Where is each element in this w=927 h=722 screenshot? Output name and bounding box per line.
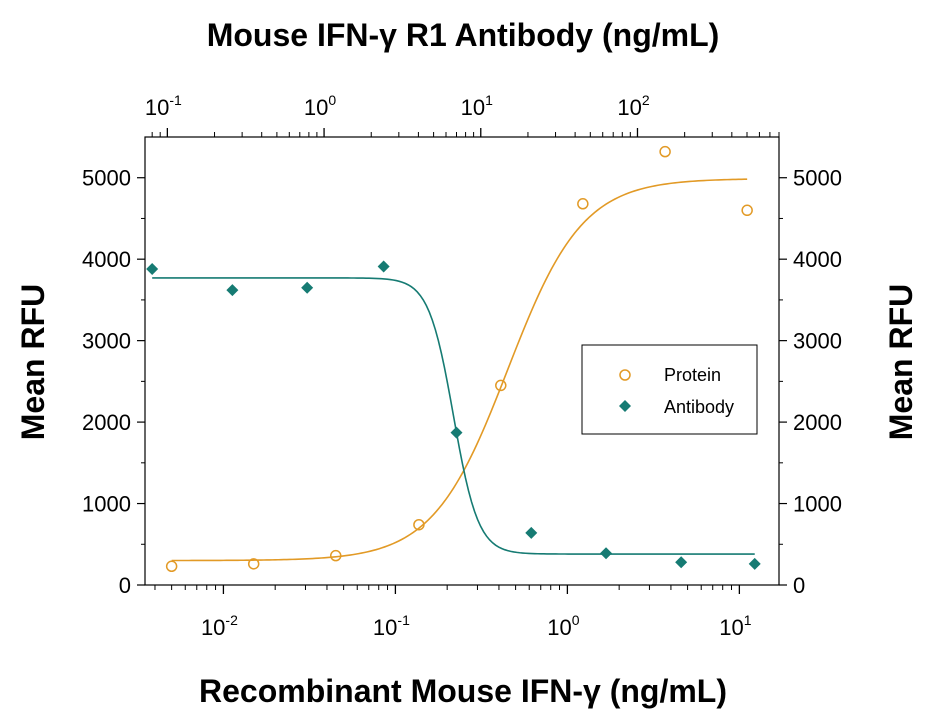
legend-protein-marker xyxy=(619,369,631,381)
plot-frame xyxy=(144,136,780,586)
bottom-x-tick-base: 10 xyxy=(373,615,397,640)
right-y-axis-title: Mean RFU xyxy=(883,284,919,440)
top-x-tick-exponent: 1 xyxy=(485,92,493,108)
bottom-x-tick-exponent: -1 xyxy=(397,612,410,628)
right-y-tick-label: 1000 xyxy=(793,492,842,517)
bottom-x-tick-label: 10-2 xyxy=(201,612,238,640)
bottom-x-tick-base: 10 xyxy=(201,615,225,640)
protein-data-point xyxy=(659,145,671,158)
top-x-tick-base: 10 xyxy=(304,95,328,120)
left-y-tick-label: 0 xyxy=(119,573,131,598)
fit-curve-protein xyxy=(171,178,748,562)
legend-antibody-label: Antibody xyxy=(664,397,734,417)
top-x-tick-exponent: 0 xyxy=(328,92,336,108)
protein-data-point xyxy=(741,204,753,217)
fit-curve-antibody xyxy=(152,277,755,555)
bottom-x-tick-base: 10 xyxy=(719,615,743,640)
top-x-tick-label: 10-1 xyxy=(145,92,182,120)
top-axis-title: Mouse IFN-γ R1 Antibody (ng/mL) xyxy=(207,17,720,53)
left-y-axis-title: Mean RFU xyxy=(15,284,51,440)
top-x-tick-label: 100 xyxy=(304,92,336,120)
right-y-tick-label: 2000 xyxy=(793,410,842,435)
antibody-data-point xyxy=(525,526,538,539)
top-x-tick-label: 101 xyxy=(461,92,493,120)
protein-data-point xyxy=(330,549,342,562)
antibody-data-point xyxy=(146,262,159,275)
left-y-tick-label: 5000 xyxy=(82,166,131,191)
bottom-x-tick-exponent: -2 xyxy=(225,612,238,628)
antibody-data-point xyxy=(301,281,314,294)
left-y-tick-label: 1000 xyxy=(82,492,131,517)
top-x-tick-exponent: -1 xyxy=(169,92,182,108)
bottom-x-tick-label: 101 xyxy=(719,612,751,640)
antibody-data-point xyxy=(675,556,688,569)
legend-protein-label: Protein xyxy=(664,365,721,385)
top-x-tick-base: 10 xyxy=(145,95,169,120)
top-x-tick-base: 10 xyxy=(617,95,641,120)
protein-data-point xyxy=(577,198,589,210)
legend-antibody-marker xyxy=(619,400,631,412)
antibody-data-point xyxy=(748,557,761,570)
right-y-tick-label: 5000 xyxy=(793,166,842,191)
right-y-tick-label: 4000 xyxy=(793,247,842,272)
protein-data-point xyxy=(247,558,260,570)
legend: Protein Antibody xyxy=(581,344,758,435)
top-x-tick-label: 102 xyxy=(617,92,649,120)
data-points xyxy=(146,145,761,573)
antibody-data-point xyxy=(226,284,239,297)
top-x-tick-exponent: 2 xyxy=(642,92,650,108)
protein-data-point xyxy=(495,379,507,392)
bottom-x-tick-exponent: 1 xyxy=(744,612,752,628)
protein-data-point xyxy=(165,560,178,573)
bottom-x-tick-base: 10 xyxy=(547,615,571,640)
right-y-tick-label: 3000 xyxy=(793,329,842,354)
bottom-axis-title: Recombinant Mouse IFN-γ (ng/mL) xyxy=(199,673,727,709)
protein-data-point xyxy=(413,518,425,531)
antibody-data-point xyxy=(600,547,613,560)
bottom-x-tick-exponent: 0 xyxy=(572,612,580,628)
legend-box xyxy=(581,344,758,435)
bottom-x-tick-label: 100 xyxy=(547,612,579,640)
bottom-x-tick-label: 10-1 xyxy=(373,612,410,640)
left-y-tick-label: 2000 xyxy=(82,410,131,435)
left-y-tick-label: 4000 xyxy=(82,247,131,272)
left-y-tick-label: 3000 xyxy=(82,329,131,354)
right-y-tick-label: 0 xyxy=(793,573,805,598)
antibody-data-point xyxy=(377,260,390,273)
top-x-tick-base: 10 xyxy=(461,95,485,120)
antibody-data-point xyxy=(450,426,463,439)
fit-curves xyxy=(152,178,755,562)
